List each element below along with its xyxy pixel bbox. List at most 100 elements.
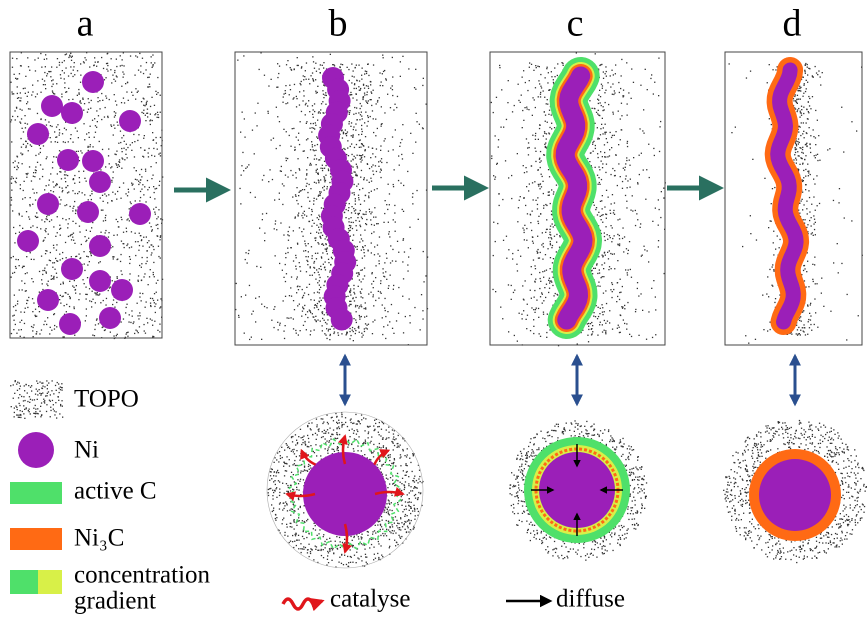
speckle: [87, 108, 90, 110]
speckle: [361, 133, 363, 135]
speckle: [312, 79, 314, 81]
speckle: [599, 313, 601, 315]
speckle: [47, 317, 49, 319]
speckle: [382, 54, 384, 56]
speckle: [355, 319, 357, 321]
speckle: [605, 322, 607, 324]
speckle: [349, 94, 352, 96]
speckle: [359, 114, 362, 116]
speckle: [611, 328, 614, 330]
speckle: [523, 70, 525, 72]
speckle: [26, 272, 28, 274]
speckle: [155, 90, 157, 92]
speckle: [389, 274, 391, 276]
speckle: [311, 274, 313, 276]
speckle: [129, 262, 131, 265]
speckle: [396, 95, 399, 98]
speckle: [125, 149, 127, 151]
speckle: [14, 110, 16, 112]
speckle: [660, 191, 662, 193]
speckle: [307, 251, 309, 253]
speckle: [51, 90, 54, 92]
speckle: [365, 213, 367, 215]
speckle: [399, 75, 401, 77]
speckle: [494, 240, 496, 243]
speckle: [284, 280, 287, 283]
speckle: [351, 82, 353, 84]
speckle: [538, 333, 540, 335]
speckle: [555, 184, 558, 186]
speckle: [22, 198, 24, 200]
speckle: [548, 237, 550, 239]
speckle: [298, 262, 300, 264]
speckle: [551, 238, 553, 240]
speckle: [121, 85, 123, 87]
speckle: [305, 185, 307, 187]
speckle: [34, 314, 36, 316]
speckle: [318, 180, 320, 182]
speckle: [366, 70, 368, 73]
speckle: [534, 87, 537, 89]
speckle: [153, 147, 155, 150]
speckle: [302, 100, 304, 102]
speckle: [611, 134, 614, 137]
speckle: [394, 129, 396, 131]
speckle: [295, 265, 297, 267]
speckle: [315, 90, 317, 92]
speckle: [149, 318, 151, 320]
speckle: [621, 307, 624, 309]
speckle: [816, 175, 818, 177]
speckle: [54, 93, 56, 95]
speckle: [328, 328, 330, 330]
speckle: [599, 169, 601, 171]
speckle: [323, 160, 326, 162]
speckle: [314, 122, 316, 124]
speckle: [360, 176, 362, 178]
speckle: [103, 329, 106, 332]
speckle: [368, 167, 371, 170]
speckle: [147, 156, 150, 158]
speckle: [553, 235, 556, 237]
speckle: [320, 268, 322, 271]
speckle: [379, 72, 381, 74]
speckle: [294, 194, 297, 196]
speckle: [383, 275, 385, 277]
speckle: [554, 300, 557, 302]
speckle: [21, 127, 23, 129]
speckle: [523, 239, 525, 241]
speckle: [91, 290, 93, 292]
speckle: [102, 200, 104, 202]
speckle: [36, 93, 38, 95]
speckle: [291, 128, 293, 130]
speckle: [132, 94, 134, 96]
speckle: [301, 231, 303, 233]
speckle: [64, 87, 66, 89]
speckle: [67, 227, 69, 229]
speckle: [74, 127, 77, 129]
speckle: [288, 317, 290, 319]
speckle: [303, 90, 305, 92]
speckle: [306, 259, 308, 262]
speckle: [98, 140, 100, 143]
speckle: [84, 139, 86, 141]
speckle: [598, 269, 600, 271]
speckle: [810, 302, 812, 304]
speckle: [361, 336, 363, 338]
speckle: [142, 155, 144, 157]
speckle: [640, 223, 642, 225]
speckle: [349, 110, 351, 112]
speckle: [143, 330, 145, 332]
speckle: [622, 306, 624, 308]
speckle: [144, 168, 147, 170]
speckle: [53, 275, 55, 278]
speckle: [547, 169, 550, 171]
speckle: [311, 144, 313, 146]
speckle: [380, 169, 382, 171]
speckle: [361, 118, 363, 120]
speckle: [59, 203, 61, 205]
speckle: [42, 84, 45, 86]
speckle: [354, 198, 356, 200]
speckle: [61, 70, 63, 72]
speckle: [329, 339, 331, 341]
speckle: [276, 86, 278, 88]
